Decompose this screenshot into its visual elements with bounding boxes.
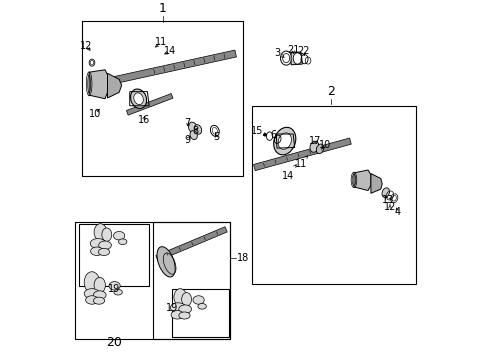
Text: 8: 8 [192, 126, 198, 136]
Text: 4: 4 [394, 207, 400, 217]
Ellipse shape [98, 248, 109, 256]
Text: 21: 21 [286, 45, 299, 55]
Ellipse shape [157, 247, 175, 277]
Text: 14: 14 [164, 46, 176, 56]
Ellipse shape [179, 312, 190, 319]
Ellipse shape [93, 297, 104, 304]
Ellipse shape [171, 311, 183, 319]
Text: 15: 15 [251, 126, 266, 136]
Text: 17: 17 [308, 136, 321, 146]
Text: 10: 10 [318, 140, 330, 150]
Text: 18: 18 [237, 253, 249, 262]
Bar [82, 21, 242, 176]
Polygon shape [109, 50, 236, 85]
Ellipse shape [114, 289, 122, 295]
Text: 2: 2 [326, 85, 334, 98]
Ellipse shape [193, 296, 204, 304]
Text: 22: 22 [296, 46, 309, 56]
Text: 20: 20 [106, 336, 122, 349]
Text: 11: 11 [294, 156, 307, 169]
Ellipse shape [194, 125, 201, 134]
Text: 12: 12 [383, 202, 395, 212]
Text: 13: 13 [381, 195, 393, 206]
Text: 16: 16 [138, 115, 150, 125]
Circle shape [263, 133, 266, 136]
Ellipse shape [174, 289, 186, 306]
Text: 19: 19 [107, 284, 120, 294]
Ellipse shape [316, 144, 323, 154]
Ellipse shape [94, 277, 105, 293]
Polygon shape [353, 170, 370, 190]
Ellipse shape [181, 293, 191, 306]
Ellipse shape [190, 131, 197, 140]
Ellipse shape [113, 231, 124, 240]
Ellipse shape [94, 224, 106, 240]
Text: 3: 3 [274, 48, 284, 58]
Ellipse shape [273, 127, 295, 155]
Ellipse shape [90, 247, 103, 256]
Ellipse shape [188, 122, 197, 133]
Ellipse shape [84, 272, 100, 293]
Text: 19: 19 [165, 303, 178, 313]
Ellipse shape [109, 282, 120, 290]
Polygon shape [126, 94, 173, 115]
Ellipse shape [170, 303, 185, 313]
Bar [75, 222, 230, 339]
Text: 11: 11 [155, 37, 167, 47]
Text: 6: 6 [270, 130, 276, 140]
Ellipse shape [293, 53, 301, 64]
Text: 9: 9 [183, 135, 190, 145]
Ellipse shape [93, 291, 106, 299]
Ellipse shape [99, 241, 111, 249]
Bar [251, 106, 415, 284]
Ellipse shape [179, 305, 191, 314]
Text: 1: 1 [158, 2, 166, 15]
Ellipse shape [90, 239, 105, 248]
Polygon shape [156, 227, 227, 261]
Text: 10: 10 [89, 109, 102, 119]
Polygon shape [253, 138, 350, 171]
Text: 14: 14 [282, 165, 296, 181]
Ellipse shape [130, 89, 146, 108]
Text: 5: 5 [213, 132, 219, 142]
Bar [79, 224, 149, 286]
Text: 7: 7 [184, 118, 190, 128]
Text: 12: 12 [80, 41, 92, 51]
Bar [172, 289, 228, 337]
Ellipse shape [84, 289, 100, 298]
Ellipse shape [198, 303, 206, 309]
Ellipse shape [118, 239, 127, 244]
Polygon shape [107, 73, 122, 98]
Ellipse shape [85, 296, 98, 304]
Ellipse shape [134, 93, 143, 104]
Polygon shape [370, 174, 382, 193]
Bar [152, 222, 230, 339]
Polygon shape [89, 70, 107, 99]
Ellipse shape [278, 133, 291, 149]
Ellipse shape [309, 141, 318, 152]
Ellipse shape [381, 188, 388, 197]
Polygon shape [290, 52, 302, 65]
Ellipse shape [102, 228, 111, 241]
